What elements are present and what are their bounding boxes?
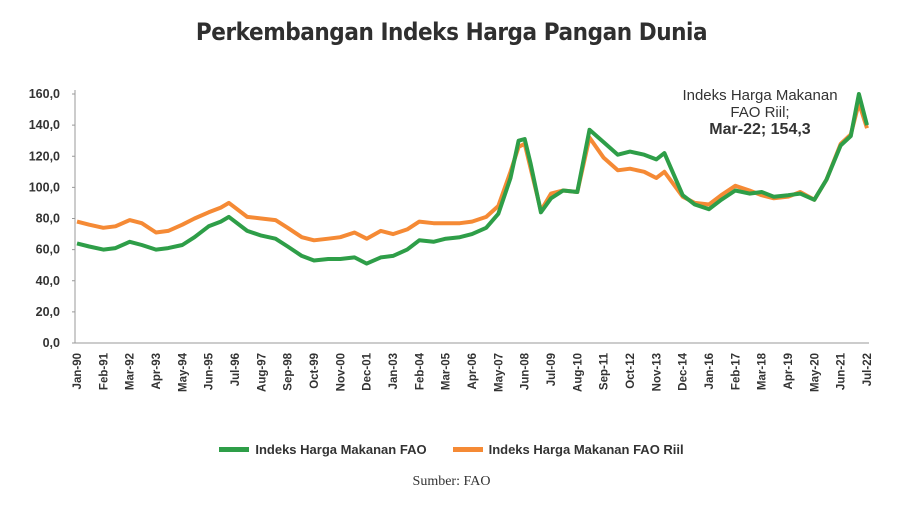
legend-item-nominal: Indeks Harga Makanan FAO: [219, 442, 427, 457]
x-tick-label: Mar-18: [757, 352, 769, 390]
y-tick-label: 120,0: [29, 149, 60, 163]
legend-swatch-green: [219, 447, 250, 452]
annotation-value: Mar-22; 154,3: [709, 121, 811, 138]
x-tick-label: Jun-95: [204, 352, 216, 390]
y-tick-label: 100,0: [29, 180, 60, 194]
x-tick-label: Jun-08: [520, 352, 532, 390]
x-tick-label: Mar-92: [125, 353, 137, 390]
y-tick-label: 20,0: [36, 305, 60, 319]
x-tick-label: Feb-17: [730, 353, 742, 390]
x-tick-label: Jul-96: [230, 353, 242, 386]
x-tick-label: Aug-10: [572, 353, 584, 392]
x-tick-label: Jan-03: [388, 353, 400, 389]
x-tick-label: Sep-11: [599, 352, 611, 390]
y-tick-label: 140,0: [29, 118, 60, 132]
x-tick-label: Aug-97: [256, 353, 268, 392]
y-tick-label: 160,0: [29, 87, 60, 101]
x-tick-label: Jun-21: [836, 352, 848, 390]
x-tick-label: Apr-19: [783, 353, 795, 389]
x-tick-label: May-20: [809, 353, 821, 392]
x-tick-label: Feb-04: [414, 352, 426, 390]
legend-label: Indeks Harga Makanan FAO: [255, 442, 427, 457]
x-tick-label: May-94: [177, 352, 189, 392]
y-tick-label: 0,0: [43, 336, 60, 350]
x-tick-label: Oct-12: [625, 353, 637, 389]
legend-label: Indeks Harga Makanan FAO Riil: [488, 442, 684, 457]
y-tick-label: 60,0: [36, 243, 60, 257]
x-tick-label: Oct-99: [309, 353, 321, 389]
y-tick-label: 40,0: [36, 274, 60, 288]
x-tick-label: Jan-16: [704, 353, 716, 389]
source-note: Sumber: FAO: [412, 474, 491, 489]
chart-title: Perkembangan Indeks Harga Pangan Dunia: [195, 18, 708, 46]
annotation-line-2: FAO Riil;: [730, 104, 790, 121]
x-tick-label: Nov-13: [651, 353, 663, 391]
x-tick-label: Jul-22: [862, 353, 874, 386]
annotation-line-1: Indeks Harga Makanan: [682, 87, 838, 104]
x-tick-label: Jul-09: [546, 353, 558, 386]
legend: Indeks Harga Makanan FAO Indeks Harga Ma…: [0, 442, 903, 457]
x-tick-label: Feb-91: [98, 352, 110, 390]
x-tick-label: Jan-90: [72, 353, 84, 389]
annotation: Indeks Harga Makanan FAO Riil; Mar-22; 1…: [660, 87, 860, 138]
y-tick-label: 80,0: [36, 212, 60, 226]
x-tick-label: Apr-06: [467, 353, 479, 389]
x-tick-label: May-07: [493, 353, 505, 392]
x-tick-label: Nov-00: [335, 353, 347, 391]
x-tick-label: Mar-05: [441, 352, 453, 390]
legend-item-real: Indeks Harga Makanan FAO Riil: [452, 442, 684, 457]
legend-swatch-orange: [452, 447, 483, 452]
x-tick-label: Dec-14: [678, 352, 690, 390]
x-tick-label: Sep-98: [283, 352, 295, 390]
x-tick-label: Dec-01: [362, 352, 374, 390]
x-tick-label: Apr-93: [151, 353, 163, 389]
